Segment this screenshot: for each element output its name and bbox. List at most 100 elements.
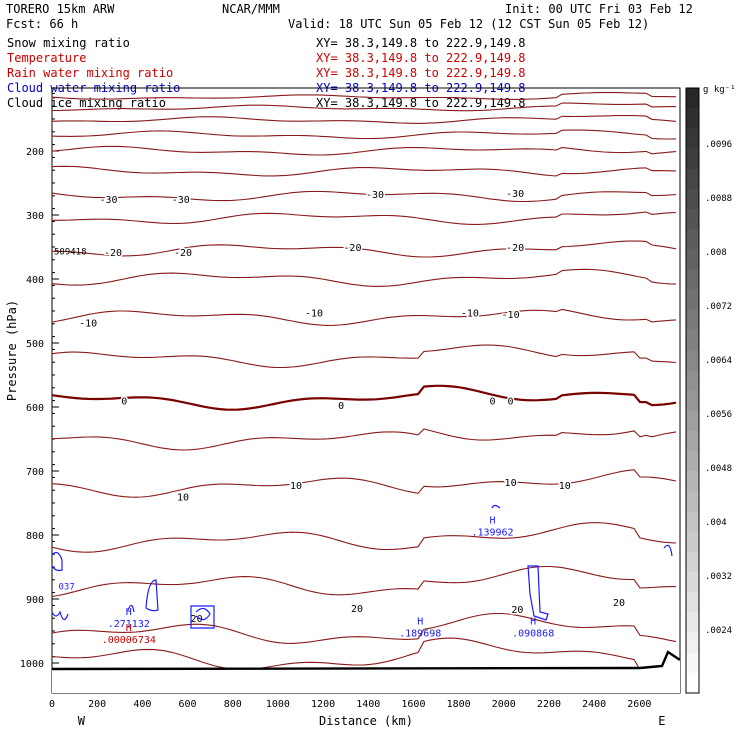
colorbar-cell <box>686 350 699 371</box>
legend-label: Cloud ice mixing ratio <box>7 96 166 110</box>
isotherm-line <box>52 211 677 225</box>
isotherm-line <box>52 190 677 203</box>
contour-label: 20 <box>511 605 523 616</box>
x-tick-label: 2200 <box>537 699 561 710</box>
max-marker-value: .189698 <box>399 629 441 640</box>
x-tick-label: 200 <box>88 699 106 710</box>
edge-label: 037 <box>59 582 75 592</box>
contour-label: 20 <box>351 604 363 615</box>
colorbar-cell <box>686 309 699 331</box>
west-label: W <box>78 714 86 728</box>
x-tick-label: 1400 <box>356 699 380 710</box>
cloud-water-contour <box>491 504 501 509</box>
colorbar-cell <box>686 168 699 190</box>
isotherm-line <box>52 469 677 498</box>
legend-xy: XY= 38.3,149.8 to 222.9,149.8 <box>316 96 526 110</box>
contour-label: 0 <box>338 401 344 412</box>
cloud-water-contour <box>663 544 673 557</box>
contour-label: -10 <box>461 308 479 319</box>
colorbar-cell <box>686 370 699 391</box>
valid-time: Valid: 18 UTC Sun 05 Feb 12 (12 CST Sun … <box>288 17 649 31</box>
max-marker-symbol: H <box>530 617 536 628</box>
contour-label: 20 <box>191 614 203 625</box>
colorbar-tick-label: .0048 <box>705 464 732 474</box>
colorbar-tick-label: .008 <box>705 248 727 258</box>
isotherm-line <box>52 565 676 598</box>
cloud-water-contour <box>190 605 215 629</box>
isotherm-group <box>52 92 677 672</box>
header: TORERO 15km ARW NCAR/MMM Init: 00 UTC Fr… <box>6 2 693 31</box>
x-tick-label: 800 <box>224 699 242 710</box>
colorbar-tick-label: .0024 <box>705 626 732 636</box>
colorbar-tick-label: .0056 <box>705 410 732 420</box>
max-marker-value: .090868 <box>512 629 554 640</box>
contour-label: 0 <box>121 397 127 408</box>
colorbar-cell <box>686 430 699 452</box>
x-tick-label: 2000 <box>492 699 516 710</box>
colorbar-cell <box>686 471 699 492</box>
isotherm-line <box>52 92 676 100</box>
x-tick-label: 2600 <box>627 699 651 710</box>
isotherm-line <box>52 115 677 124</box>
legend-label: Snow mixing ratio <box>7 36 130 50</box>
y-tick-label: 600 <box>26 403 44 414</box>
contour-label: -10 <box>502 310 520 321</box>
colorbar-cell <box>686 410 699 432</box>
max-marker-symbol: H <box>126 607 132 618</box>
model-title: TORERO 15km ARW <box>6 2 115 16</box>
contour-label: 0 <box>489 397 495 408</box>
max-marker-symbol: H <box>489 515 495 526</box>
isotherm-line <box>52 102 676 112</box>
colorbar-cell <box>686 390 699 412</box>
x-tick-label: 1800 <box>447 699 471 710</box>
east-label: E <box>658 714 665 728</box>
terrain-line <box>51 650 681 671</box>
colorbar-cell <box>686 491 699 512</box>
colorbar-cell <box>686 451 699 472</box>
colorbar-cell <box>686 188 699 210</box>
x-tick-label: 0 <box>49 699 55 710</box>
colorbar-tick-label: .0096 <box>705 140 732 150</box>
max-marker-symbol: H <box>417 617 423 628</box>
contour-label: -10 <box>305 308 323 319</box>
isotherm-line <box>52 129 677 140</box>
colorbar-cell <box>686 672 699 694</box>
x-tick-label: 2400 <box>582 699 606 710</box>
colorbar-tick-label: .0072 <box>705 302 732 312</box>
isotherm-line <box>52 165 677 177</box>
x-tick-label: 600 <box>179 699 197 710</box>
colorbar-cell <box>686 148 699 170</box>
colorbar-cell <box>686 229 699 250</box>
center-title: NCAR/MMM <box>222 2 280 16</box>
colorbar-cell <box>686 289 699 311</box>
legend-xy: XY= 38.3,149.8 to 222.9,149.8 <box>316 66 526 80</box>
colorbar-cell <box>686 612 699 633</box>
colorbar-cell <box>686 511 699 533</box>
colorbar: g kg⁻¹ .0096 .0088 .008 .0072 .0064 .0056 .0048… <box>685 85 736 694</box>
y-axis-label: Pressure (hPa) <box>5 300 19 401</box>
colorbar-cell <box>686 531 699 553</box>
contour-label: 10 <box>290 481 302 492</box>
colorbar-unit: g kg⁻¹ <box>703 85 736 95</box>
max-marker-value: .271132 <box>108 619 150 630</box>
colorbar-cell <box>686 592 699 613</box>
legend-xy: XY= 38.3,149.8 to 222.9,149.8 <box>316 51 526 65</box>
max-marker-value: .00006734 <box>102 635 156 646</box>
isotherm-line <box>52 637 677 672</box>
max-marker-symbol: H <box>126 623 132 634</box>
isotherm-line <box>52 145 677 156</box>
colorbar-tick-label: .0064 <box>705 356 732 366</box>
contour-label: 0 <box>508 397 514 408</box>
y-tick-label: 700 <box>26 467 44 478</box>
init-time: Init: 00 UTC Fri 03 Feb 12 <box>505 2 693 16</box>
contour-label: -30 <box>99 195 117 206</box>
cloud-water-contour <box>51 610 69 621</box>
y-tick-label: 200 <box>26 147 44 158</box>
colorbar-tick-label: .0088 <box>705 194 732 204</box>
x-tick-label: 1200 <box>311 699 335 710</box>
isotherm-line <box>52 268 677 287</box>
colorbar-cell <box>686 88 699 109</box>
edge-label: 509418 <box>54 248 87 258</box>
